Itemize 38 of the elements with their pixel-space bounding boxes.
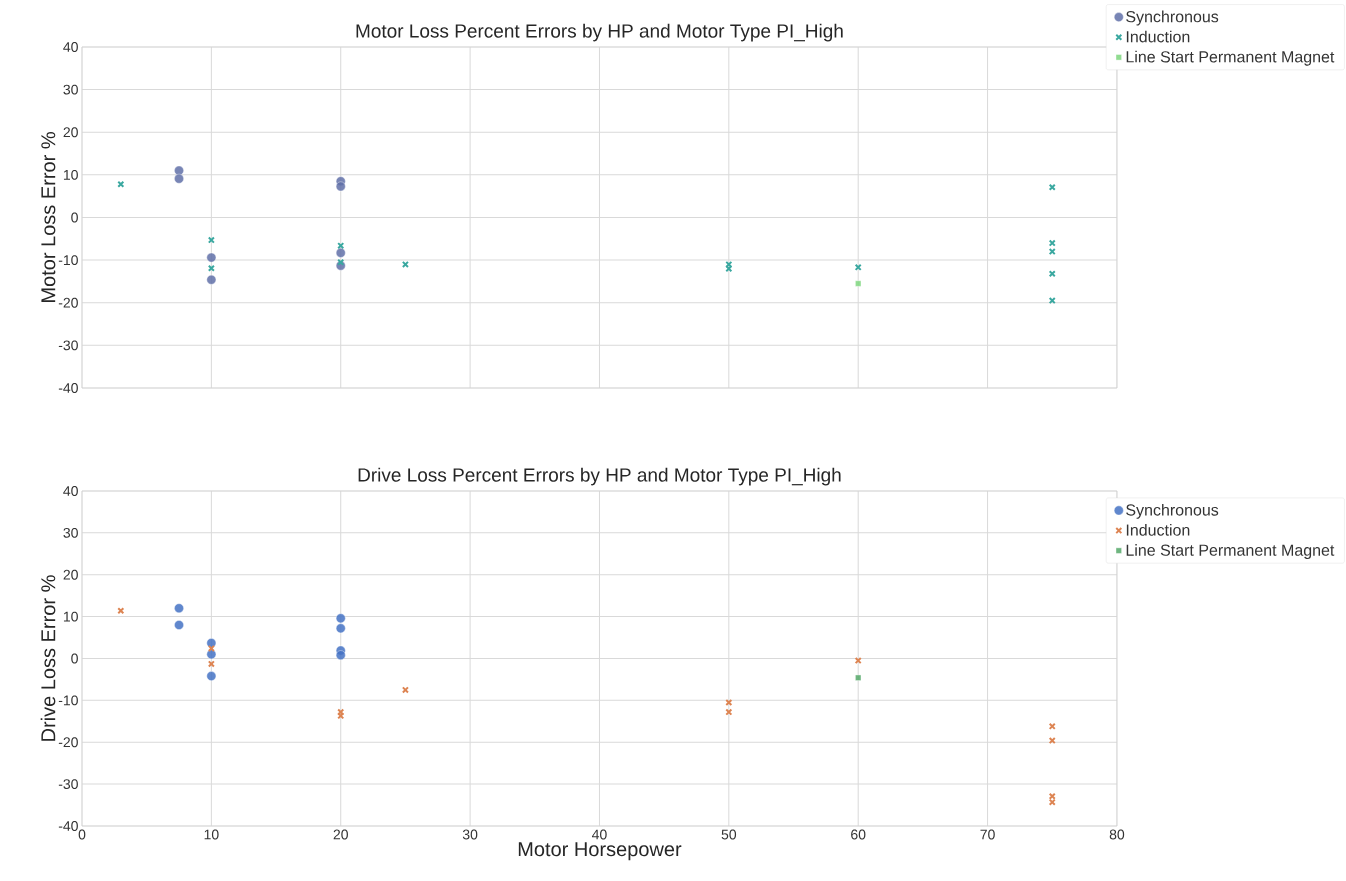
legend-label: Induction [1126, 30, 1190, 43]
y-tick-label: -30 [58, 340, 78, 351]
y-tick-label: 30 [63, 84, 78, 95]
y-tick-label: 20 [63, 569, 78, 580]
x-tick-label: 20 [333, 829, 348, 840]
legend-label: Line Start Permanent Magnet [1126, 50, 1335, 66]
x-tick-label: 50 [721, 829, 737, 840]
y-tick-label: -20 [58, 297, 78, 308]
x-axis-title: Motor Horsepower [518, 842, 682, 861]
x-tick-label: 30 [462, 829, 478, 840]
y-tick-label: -20 [58, 737, 78, 748]
chart-title: Motor Loss Percent Errors by HP and Motor Type PI_High [356, 23, 843, 42]
x-tick-label: 10 [204, 829, 219, 840]
y-tick-label: -30 [58, 779, 78, 790]
y-tick-label: 40 [63, 486, 78, 496]
y-tick-label: 30 [63, 527, 78, 538]
y-tick-label: -40 [58, 821, 78, 831]
x-tick-label: 40 [591, 829, 607, 840]
legend-label: Synchronous [1126, 503, 1219, 519]
y-tick-label: 40 [63, 42, 78, 52]
y-axis-title: Motor Loss Error % [41, 132, 56, 302]
y-tick-label: 10 [63, 611, 78, 622]
x-tick-label: 70 [980, 829, 995, 840]
y-tick-label: -40 [58, 383, 78, 393]
legend-label: Induction [1126, 524, 1190, 536]
x-tick-label: 80 [1109, 829, 1125, 840]
legend-label: Synchronous [1126, 10, 1219, 26]
legend-label: Line Start Permanent Magnet [1126, 544, 1335, 560]
y-tick-label: 0 [71, 212, 78, 223]
chart-title: Drive Loss Percent Errors by HP and Motor Type PI_High [358, 467, 841, 486]
y-tick-label: 20 [63, 127, 78, 138]
y-tick-label: -10 [58, 695, 78, 706]
x-tick-label: 60 [851, 829, 866, 840]
x-tick-label: 0 [78, 829, 86, 840]
y-tick-label: 0 [71, 653, 78, 664]
y-tick-label: 10 [63, 169, 78, 180]
y-tick-label: -10 [58, 255, 78, 266]
y-axis-title: Drive Loss Error % [40, 575, 56, 741]
